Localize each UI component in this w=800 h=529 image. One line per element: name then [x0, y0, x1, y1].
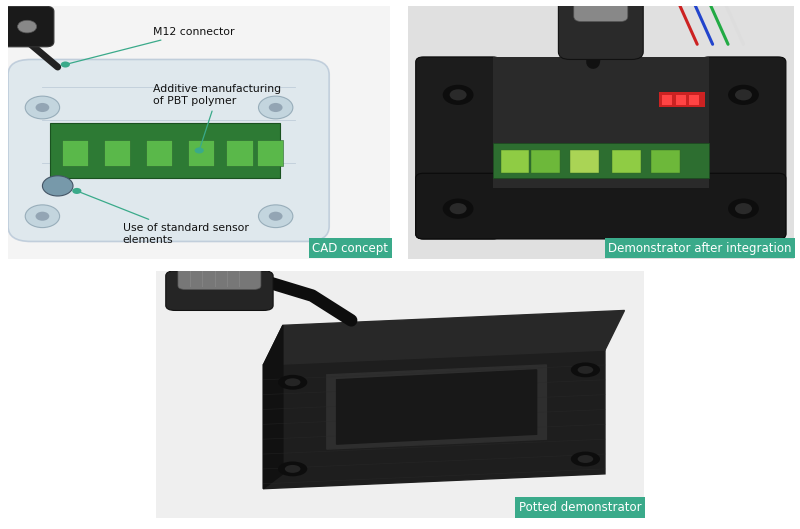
Bar	[62, 140, 88, 166]
Circle shape	[72, 188, 82, 194]
Circle shape	[35, 103, 50, 112]
FancyBboxPatch shape	[558, 0, 643, 59]
Polygon shape	[337, 370, 537, 444]
Circle shape	[728, 198, 759, 219]
FancyBboxPatch shape	[701, 57, 786, 239]
Circle shape	[571, 362, 600, 377]
Circle shape	[735, 89, 752, 101]
Bar	[501, 150, 530, 173]
Bar	[531, 150, 560, 173]
Circle shape	[442, 85, 474, 105]
FancyBboxPatch shape	[178, 267, 261, 289]
Circle shape	[35, 212, 50, 221]
Circle shape	[258, 96, 293, 119]
Circle shape	[61, 61, 70, 68]
Circle shape	[442, 198, 474, 219]
Polygon shape	[263, 350, 605, 489]
Circle shape	[450, 89, 466, 101]
Bar	[570, 150, 599, 173]
Text: Additive manufacturing
of PBT polymer: Additive manufacturing of PBT polymer	[154, 84, 282, 148]
Polygon shape	[326, 365, 546, 449]
Text: Use of standard sensor
elements: Use of standard sensor elements	[79, 192, 249, 245]
Text: Potted demonstrator: Potted demonstrator	[519, 501, 642, 514]
Circle shape	[285, 378, 301, 386]
Text: CAD concept: CAD concept	[313, 242, 389, 254]
Circle shape	[26, 205, 60, 227]
Circle shape	[578, 366, 594, 374]
Polygon shape	[263, 325, 283, 489]
Circle shape	[42, 176, 73, 196]
Circle shape	[269, 103, 282, 112]
Circle shape	[735, 203, 752, 214]
Bar	[612, 150, 642, 173]
FancyBboxPatch shape	[0, 6, 54, 47]
Circle shape	[278, 461, 307, 476]
Bar	[658, 93, 705, 107]
Bar	[104, 140, 130, 166]
FancyBboxPatch shape	[574, 0, 628, 22]
Bar	[690, 95, 699, 105]
Circle shape	[278, 375, 307, 390]
Text: Demonstrator after integration: Demonstrator after integration	[608, 242, 792, 254]
Circle shape	[450, 203, 466, 214]
Bar	[188, 140, 214, 166]
Circle shape	[285, 465, 301, 473]
Circle shape	[578, 455, 594, 463]
Circle shape	[571, 452, 600, 467]
Circle shape	[258, 205, 293, 227]
Circle shape	[18, 20, 37, 33]
FancyBboxPatch shape	[416, 57, 501, 239]
Circle shape	[728, 85, 759, 105]
Circle shape	[26, 96, 60, 119]
Circle shape	[269, 212, 282, 221]
Text: M12 connector: M12 connector	[68, 26, 235, 64]
Bar	[50, 123, 279, 178]
Bar	[493, 57, 709, 188]
Bar	[226, 140, 253, 166]
FancyBboxPatch shape	[166, 271, 273, 311]
Bar	[257, 140, 283, 166]
FancyBboxPatch shape	[416, 173, 786, 239]
Bar	[146, 140, 173, 166]
FancyBboxPatch shape	[8, 59, 330, 242]
Bar	[493, 143, 709, 178]
Polygon shape	[263, 311, 625, 365]
Bar	[676, 95, 686, 105]
Bar	[662, 95, 672, 105]
Circle shape	[194, 148, 204, 153]
Bar	[651, 150, 680, 173]
